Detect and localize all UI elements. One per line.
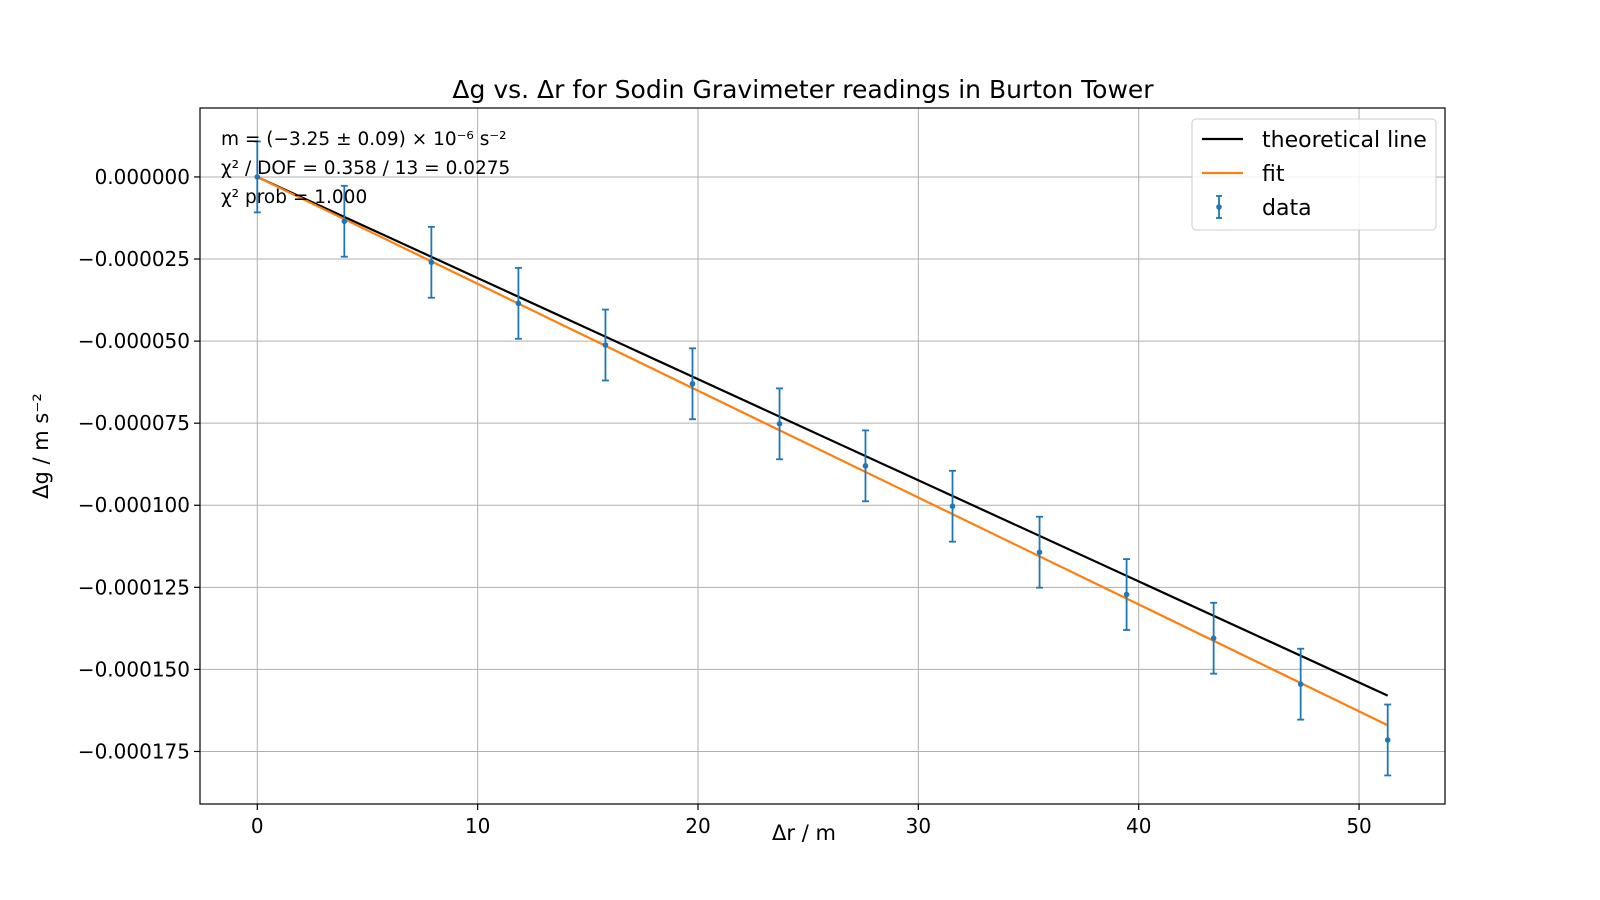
data-marker	[776, 421, 783, 427]
y-axis-label: Δg / m s⁻²	[29, 393, 53, 499]
data-point	[688, 347, 696, 421]
data-marker	[1297, 681, 1304, 687]
data-point	[1384, 703, 1392, 777]
data-marker	[862, 463, 869, 469]
legend-item: fit	[1202, 162, 1285, 187]
annotation-line: χ² prob = 1.000	[221, 187, 367, 208]
stats-annotation: m = (−3.25 ± 0.09) × 10⁻⁶ s⁻² χ² / DOF = …	[221, 129, 510, 208]
x-tick-label: 10	[465, 814, 490, 838]
plot-area	[253, 140, 1392, 777]
y-tick-label: −0.000100	[78, 493, 190, 517]
y-tick-label: −0.000075	[78, 411, 190, 435]
data-point	[1036, 515, 1044, 589]
y-tick-label: 0.000000	[95, 165, 190, 189]
x-axis-label: Δr / m	[772, 821, 836, 845]
y-tick-label: −0.000125	[78, 575, 190, 599]
y-tick-label: −0.000025	[78, 247, 190, 271]
x-tick-label: 0	[251, 814, 264, 838]
legend-label: data	[1262, 196, 1312, 221]
data-marker	[515, 300, 522, 307]
data-point	[949, 469, 957, 543]
x-axis-ticks: 0 10 20 30 40 50	[251, 804, 1372, 838]
plot-series	[253, 140, 1392, 777]
data-point	[253, 140, 261, 214]
data-point	[427, 225, 435, 299]
grid-lines	[200, 108, 1445, 804]
y-tick-label: −0.000175	[78, 739, 190, 763]
legend-swatch-marker	[1216, 204, 1222, 210]
legend-label: theoretical line	[1262, 128, 1427, 153]
data-point	[861, 429, 869, 503]
legend: theoretical line fit data	[1191, 118, 1437, 231]
legend-item: data	[1216, 195, 1312, 221]
annotation-line: χ² / DOF = 0.358 / 13 = 0.0275	[221, 158, 510, 179]
data-point	[776, 387, 784, 461]
legend-box	[1191, 118, 1437, 231]
y-tick-label: −0.000150	[78, 657, 190, 681]
data-point	[601, 308, 609, 382]
data-marker	[341, 218, 348, 225]
chart-title: Δg vs. Δr for Sodin Gravimeter readings …	[452, 75, 1154, 104]
legend-item: theoretical line	[1202, 128, 1427, 153]
x-tick-label: 20	[685, 814, 710, 838]
data-point	[1210, 601, 1218, 675]
data-marker	[602, 342, 609, 348]
data-point	[340, 184, 348, 258]
y-axis-ticks: 0.000000 −0.000025 −0.000050 −0.000075 −0.00…	[78, 165, 200, 763]
y-tick-label: −0.000050	[78, 329, 190, 353]
theoretical-line-line	[256, 175, 1389, 697]
data-marker	[1123, 591, 1130, 598]
data-marker	[1210, 635, 1217, 642]
annotation-line: m = (−3.25 ± 0.09) × 10⁻⁶ s⁻²	[221, 129, 507, 150]
x-tick-label: 40	[1126, 814, 1151, 838]
fit-line	[256, 175, 1389, 727]
x-tick-label: 50	[1346, 814, 1371, 838]
data-point	[1297, 647, 1305, 721]
data-marker	[1036, 549, 1043, 555]
data-marker	[1384, 737, 1391, 743]
data-marker	[254, 174, 261, 180]
data-marker	[689, 380, 696, 387]
legend-label: fit	[1262, 162, 1285, 187]
plot-frame	[199, 107, 1446, 805]
x-tick-label: 30	[906, 814, 931, 838]
data-point	[1123, 558, 1131, 631]
data-point	[514, 266, 522, 340]
data-marker	[949, 503, 956, 510]
data-marker	[428, 259, 435, 266]
